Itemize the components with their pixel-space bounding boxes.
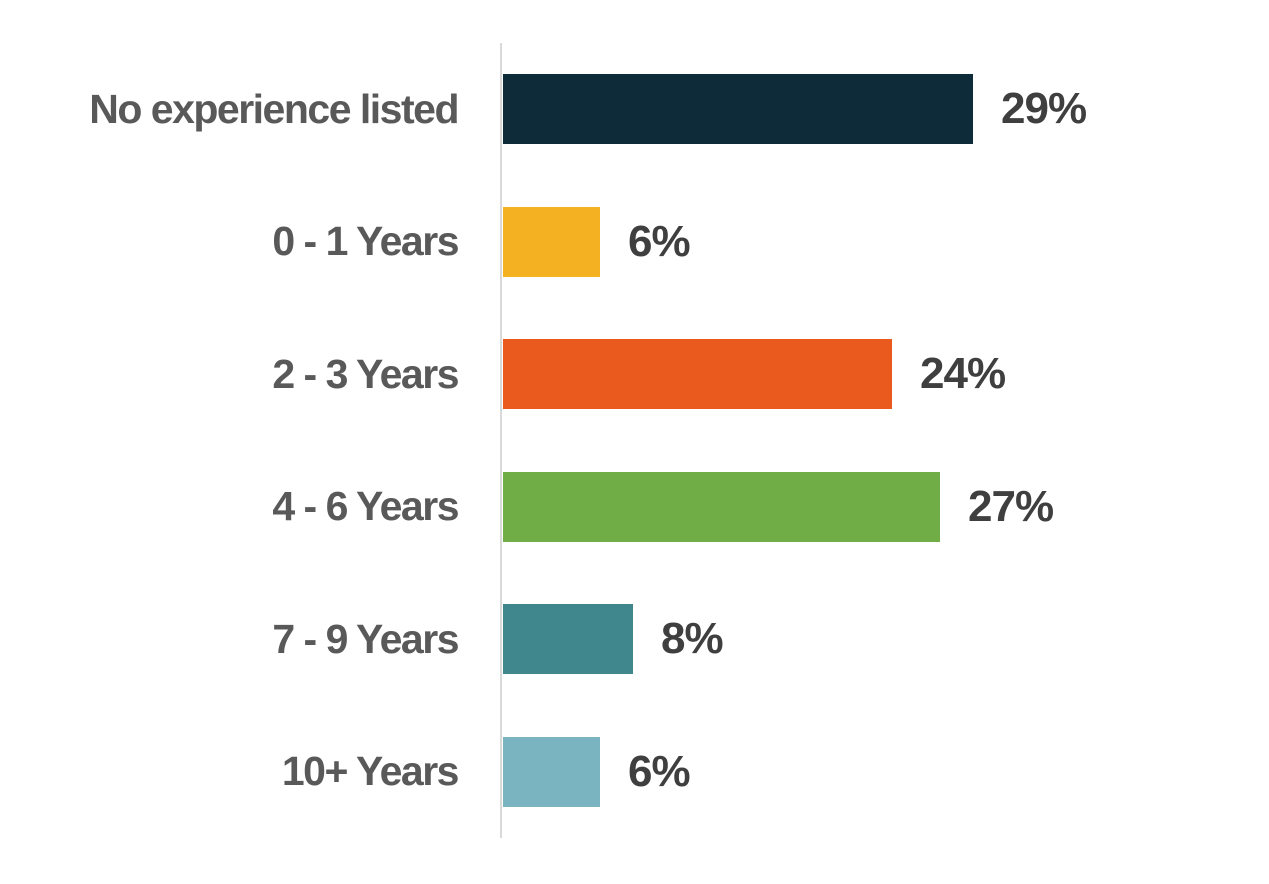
bar-2-3-years: [503, 339, 892, 410]
bar-7-9-years: [503, 604, 633, 675]
bar-track: 29%: [503, 43, 1269, 176]
value-label: 29%: [1001, 84, 1087, 134]
value-label: 24%: [920, 349, 1006, 399]
category-label: 4 - 6 Years: [272, 483, 459, 530]
bar-4-6-years: [503, 471, 940, 542]
bar-row: 4 - 6 Years 27%: [0, 441, 1269, 574]
bar-track: 27%: [503, 441, 1269, 574]
bar-track: 6%: [503, 176, 1269, 309]
bar-track: 24%: [503, 308, 1269, 441]
category-label: 0 - 1 Years: [272, 218, 459, 265]
chart-plot-area: No experience listed 29% 0 - 1 Years 6% …: [0, 43, 1269, 838]
value-label: 6%: [628, 746, 691, 796]
value-label: 6%: [628, 216, 691, 266]
value-label: 27%: [968, 481, 1054, 531]
bar-row: No experience listed 29%: [0, 43, 1269, 176]
bar-row: 7 - 9 Years 8%: [0, 573, 1269, 706]
bar-track: 6%: [503, 706, 1269, 839]
bar-row: 2 - 3 Years 24%: [0, 308, 1269, 441]
category-label: 2 - 3 Years: [272, 350, 459, 397]
bar-row: 10+ Years 6%: [0, 706, 1269, 839]
value-label: 8%: [661, 614, 724, 664]
bar-10-plus-years: [503, 736, 600, 807]
category-label: 10+ Years: [281, 748, 460, 795]
bar-no-experience: [503, 74, 973, 145]
bar-track: 8%: [503, 573, 1269, 706]
bar-row: 0 - 1 Years 6%: [0, 176, 1269, 309]
bar-0-1-years: [503, 206, 600, 277]
category-label: 7 - 9 Years: [272, 615, 459, 662]
y-axis-line: [500, 43, 502, 838]
category-label: No experience listed: [89, 85, 459, 132]
